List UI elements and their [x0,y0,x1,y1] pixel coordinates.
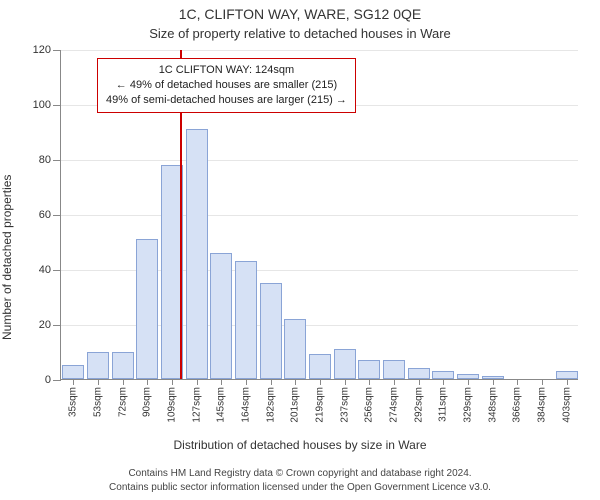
chart-container: 1C, CLIFTON WAY, WARE, SG12 0QE Size of … [0,0,600,500]
bar [62,365,84,379]
x-tick-label: 53sqm [93,387,104,417]
bar [334,349,356,379]
y-tick-label: 0 [45,374,51,386]
x-tick [295,379,296,385]
y-tick-label: 120 [33,44,51,56]
footer: Contains HM Land Registry data © Crown c… [0,467,600,494]
x-tick [493,379,494,385]
footer-line-2: Contains public sector information licen… [0,481,600,495]
y-tick [53,50,61,51]
x-tick [419,379,420,385]
x-tick [271,379,272,385]
x-tick-label: 201sqm [290,387,301,423]
bar [383,360,405,379]
bar [87,352,109,380]
sub-title: Size of property relative to detached ho… [0,26,600,41]
bar [210,253,232,380]
y-tick [53,105,61,106]
gridline-h [61,50,578,51]
x-tick-label: 182sqm [265,387,276,423]
x-tick-label: 348sqm [487,387,498,423]
x-tick [73,379,74,385]
x-tick [147,379,148,385]
y-tick [53,380,61,381]
y-tick [53,325,61,326]
y-tick-label: 60 [39,209,51,221]
x-tick-label: 292sqm [413,387,424,423]
annotation-line-1: ← 49% of detached houses are smaller (21… [106,78,347,93]
y-axis-label-wrap: Number of detached properties [0,75,14,240]
x-tick-label: 311sqm [438,387,449,422]
x-tick-label: 164sqm [241,387,252,423]
x-tick [98,379,99,385]
bar [260,283,282,379]
x-tick-label: 256sqm [364,387,375,423]
x-tick [369,379,370,385]
annotation-line-0: 1C CLIFTON WAY: 124sqm [106,63,347,78]
x-tick [221,379,222,385]
bar [309,354,331,379]
annotation-line-2: 49% of semi-detached houses are larger (… [106,93,347,108]
x-tick-label: 274sqm [389,387,400,423]
bar [186,129,208,379]
bar [112,352,134,380]
x-tick [246,379,247,385]
gridline-h [61,215,578,216]
bar [556,371,578,379]
y-tick [53,270,61,271]
x-tick-label: 403sqm [561,387,572,423]
plot-area: 02040608010012035sqm53sqm72sqm90sqm109sq… [60,50,578,380]
x-tick-label: 329sqm [463,387,474,423]
main-title: 1C, CLIFTON WAY, WARE, SG12 0QE [0,6,600,22]
x-tick [567,379,568,385]
x-tick [443,379,444,385]
x-tick-label: 366sqm [512,387,523,423]
x-tick [320,379,321,385]
y-tick-label: 100 [33,99,51,111]
x-tick-label: 219sqm [315,387,326,423]
y-tick [53,215,61,216]
x-tick [394,379,395,385]
y-tick-label: 80 [39,154,51,166]
x-tick [197,379,198,385]
y-axis-label: Number of detached properties [0,175,14,340]
bar [358,360,380,379]
x-tick [468,379,469,385]
x-tick [345,379,346,385]
x-tick-label: 109sqm [167,387,178,423]
x-tick-label: 90sqm [142,387,153,417]
gridline-h [61,160,578,161]
x-tick-label: 384sqm [537,387,548,423]
annotation-box: 1C CLIFTON WAY: 124sqm← 49% of detached … [97,58,356,113]
x-tick-label: 237sqm [339,387,350,423]
x-tick-label: 72sqm [117,387,128,417]
y-tick-label: 20 [39,319,51,331]
plot-inner: 02040608010012035sqm53sqm72sqm90sqm109sq… [60,50,578,380]
footer-line-1: Contains HM Land Registry data © Crown c… [0,467,600,481]
y-tick-label: 40 [39,264,51,276]
x-tick [123,379,124,385]
bar [136,239,158,379]
x-tick [517,379,518,385]
x-axis-label: Distribution of detached houses by size … [0,438,600,452]
bar [408,368,430,379]
x-tick-label: 35sqm [68,387,79,417]
x-tick-label: 145sqm [216,387,227,423]
x-tick [172,379,173,385]
bar [432,371,454,379]
x-tick [542,379,543,385]
x-tick-label: 127sqm [191,387,202,423]
bar [235,261,257,379]
bar [284,319,306,380]
y-tick [53,160,61,161]
